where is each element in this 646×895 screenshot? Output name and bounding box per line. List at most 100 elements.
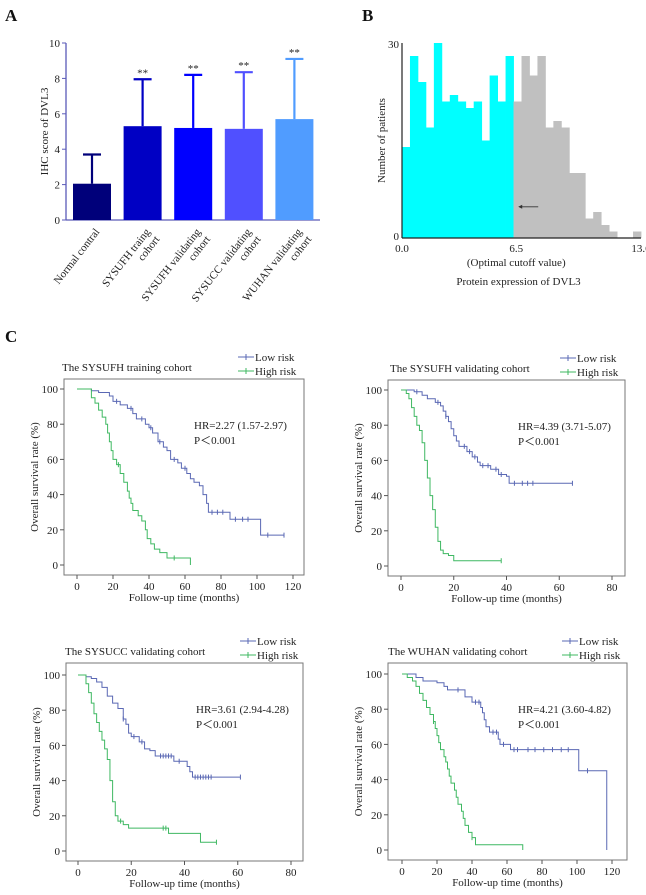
y-tick-label: 40 xyxy=(371,491,383,503)
hazard-ratio: HR=2.27 (1.57-2.97) xyxy=(194,420,287,432)
panel-label-a: A xyxy=(5,6,18,25)
y-tick-label: 100 xyxy=(42,384,59,396)
histogram-bin xyxy=(609,231,618,238)
y-tick-label: 20 xyxy=(49,811,61,823)
histogram-bin xyxy=(481,140,491,238)
x-axis-label: Follow-up time (months) xyxy=(451,593,562,605)
y-tick-label: 6 xyxy=(55,109,61,121)
x-tick-label: 0 xyxy=(399,866,405,878)
hazard-ratio: HR=4.39 (3.71-5.07) xyxy=(518,421,611,433)
x-tick-label: 0.0 xyxy=(395,243,409,255)
histogram-bin xyxy=(417,82,427,238)
survival-curve-high-risk xyxy=(401,389,502,562)
ihc-bar-chart: 0 2 4 6 8 10 IHC score of DVL3 Normal contral **… xyxy=(39,38,320,304)
legend-label-high-risk: High risk xyxy=(579,650,621,662)
histogram-bin xyxy=(561,127,570,238)
histogram-bin xyxy=(585,218,594,238)
survival-curve-low-risk xyxy=(77,388,284,536)
km-plot-wuhan-validating: The WUHAN validating cohort 0 20 40 60 80 100 0… xyxy=(353,636,628,889)
x-tick-label: 13.6 xyxy=(631,243,646,255)
y-tick-label: 60 xyxy=(47,454,59,466)
y-tick-label: 80 xyxy=(47,419,59,431)
km-plot-sysufh-validating: The SYSUFH validating cohort 0 20 40 60 80 100… xyxy=(353,353,626,605)
histogram-bin xyxy=(433,43,443,238)
y-tick-label: 0 xyxy=(394,231,400,243)
y-tick-label: 20 xyxy=(47,525,59,537)
x-category-label-line: Normal contral xyxy=(52,226,103,286)
survival-curve-high-risk xyxy=(402,673,524,850)
km-plot-sysucc-validating: The SYSUCC validating cohort 0 20 40 60 80 100… xyxy=(31,636,304,890)
y-tick-label: 0 xyxy=(377,845,383,857)
p-value: P＜0.001 xyxy=(518,436,560,448)
x-tick-label: 80 xyxy=(537,866,549,878)
legend-label-low-risk: Low risk xyxy=(255,352,295,364)
histogram-bin xyxy=(457,101,467,238)
histogram-bin xyxy=(489,75,498,238)
y-tick-label: 0 xyxy=(55,846,61,858)
x-tick-label: 0 xyxy=(74,581,80,593)
panel-label-c: C xyxy=(5,327,17,346)
km-plot-sysufh-training: The SYSUFH training cohort 0 20 40 60 80 100 0 2… xyxy=(29,352,305,604)
y-tick-label: 60 xyxy=(371,455,383,467)
x-tick-label: 60 xyxy=(180,581,192,593)
x-tick-label: 20 xyxy=(108,581,120,593)
y-tick-label: 20 xyxy=(371,526,383,538)
y-tick-label: 8 xyxy=(55,73,61,85)
x-tick-label: 100 xyxy=(249,581,266,593)
y-tick-label: 40 xyxy=(49,776,61,788)
x-category-label: Normal contral xyxy=(52,226,103,286)
histogram-bin xyxy=(521,56,530,238)
histogram-bin xyxy=(529,75,538,238)
histogram-bin xyxy=(449,95,459,238)
cutoff-arrow-head xyxy=(518,204,523,209)
histogram-bin xyxy=(577,173,586,238)
histogram-bin xyxy=(601,225,610,238)
bar xyxy=(123,126,162,220)
histogram-bin xyxy=(513,101,522,238)
y-axis-label: IHC score of DVL3 xyxy=(39,87,51,175)
y-tick-label: 100 xyxy=(44,670,61,682)
y-tick-label: 40 xyxy=(47,490,59,502)
x-tick-label: 80 xyxy=(216,581,228,593)
x-tick-label: 100 xyxy=(569,866,586,878)
plot-title: The SYSUCC validating cohort xyxy=(65,646,205,658)
survival-curve-low-risk xyxy=(402,673,608,850)
survival-curve-low-risk xyxy=(401,389,573,484)
p-value: P＜0.001 xyxy=(194,435,236,447)
histogram-bin xyxy=(553,121,562,238)
x-tick-label: 20 xyxy=(448,582,460,594)
histogram-bin xyxy=(473,101,483,238)
plot-title: The WUHAN validating cohort xyxy=(388,646,527,658)
plot-frame xyxy=(387,662,628,861)
dvl3-histogram: 30 00.0 6.5 13.6 (Optimal cutoff value) Prote… xyxy=(376,39,646,288)
histogram-bin xyxy=(465,108,475,238)
histogram-bin xyxy=(425,127,435,238)
survival-curve-high-risk xyxy=(77,388,191,565)
y-tick-label: 0 xyxy=(377,561,383,573)
y-tick-label: 80 xyxy=(371,704,383,716)
y-tick-label: 10 xyxy=(49,38,61,50)
survival-curve-low-risk xyxy=(78,674,241,778)
x-tick-label: 20 xyxy=(432,866,444,878)
y-tick-label: 100 xyxy=(366,385,383,397)
histogram-bin xyxy=(441,101,451,238)
bar xyxy=(174,127,213,220)
y-axis-label: Number of patients xyxy=(376,98,388,183)
p-value: P＜0.001 xyxy=(518,719,560,731)
histogram-bin xyxy=(545,127,554,238)
histogram-bin xyxy=(633,231,642,238)
y-axis-label: Overall survival rate (%) xyxy=(31,707,43,817)
x-axis-label: Protein expression of DVL3 xyxy=(456,276,581,288)
y-tick-label: 2 xyxy=(55,180,61,192)
y-tick-label: 100 xyxy=(366,669,383,681)
y-axis-label: Overall survival rate (%) xyxy=(353,423,365,533)
plot-title: The SYSUFH validating cohort xyxy=(390,363,530,375)
cutoff-label: (Optimal cutoff value) xyxy=(467,257,566,269)
significance-mark: ** xyxy=(289,47,300,59)
y-axis-label: Overall survival rate (%) xyxy=(353,706,365,816)
bar xyxy=(275,119,314,220)
histogram-bin xyxy=(497,101,506,238)
x-tick-label: 40 xyxy=(501,582,513,594)
legend-label-low-risk: Low risk xyxy=(577,353,617,365)
